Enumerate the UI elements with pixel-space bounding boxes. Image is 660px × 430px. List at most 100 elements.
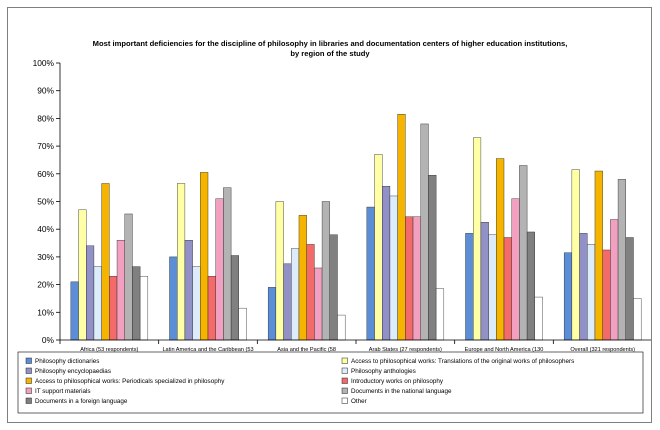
- bar: [488, 234, 497, 341]
- y-tick-label: 70%: [37, 141, 54, 151]
- bar: [382, 186, 391, 341]
- legend-swatch: [341, 397, 348, 404]
- bar: [625, 237, 634, 341]
- chart-title: Most important deficiencies for the disc…: [93, 39, 568, 48]
- bar-chart: Most important deficiencies for the disc…: [17, 39, 651, 414]
- bar: [139, 276, 149, 341]
- bar: [633, 298, 642, 341]
- y-axis: 0% 10% 20% 30% 40% 50% 60% 70% 80% 90% 100%: [33, 58, 61, 345]
- bar: [534, 296, 543, 341]
- bar: [283, 263, 292, 341]
- bar: [526, 231, 535, 341]
- bar: [412, 216, 421, 341]
- bar: [306, 244, 315, 341]
- legend-swatch: [25, 397, 32, 404]
- bar: [503, 237, 512, 341]
- legend: Philosophy dictionaries Access to philoso…: [17, 351, 644, 414]
- x-category-label: Africa (53 respondents): [80, 347, 138, 353]
- bar: [78, 209, 87, 341]
- bar: [298, 215, 307, 341]
- legend-label: Philosophy anthologies: [351, 368, 416, 375]
- bar: [563, 252, 573, 341]
- bar: [465, 233, 474, 341]
- bar: [321, 201, 330, 341]
- y-tick-label: 90%: [37, 86, 54, 96]
- bar: [207, 276, 216, 341]
- bar: [571, 169, 580, 341]
- bar: [473, 137, 482, 341]
- bar: [511, 198, 520, 341]
- bar: [314, 267, 323, 341]
- bar: [435, 288, 445, 341]
- legend-label: Access to philosophical works: Translati…: [351, 358, 574, 365]
- bar: [602, 249, 611, 341]
- bar: [420, 123, 429, 341]
- bar: [215, 198, 224, 341]
- legend-box: [17, 351, 644, 414]
- bar: [169, 256, 178, 341]
- y-tick-label: 60%: [37, 169, 54, 179]
- bar: [337, 314, 346, 341]
- bar: [480, 222, 489, 341]
- y-tick-label: 10%: [37, 307, 54, 317]
- bar: [93, 266, 102, 341]
- x-category-label: Latin America and the Caribbean (53: [162, 347, 253, 353]
- x-category-label: Overall (321 respondents): [570, 347, 635, 353]
- bar: [329, 234, 338, 341]
- x-category-label: Europe and North America (130: [465, 347, 544, 353]
- bar: [109, 276, 118, 341]
- y-tick-label: 0%: [42, 335, 55, 345]
- y-tick-label: 100%: [33, 58, 55, 68]
- bar: [366, 206, 375, 341]
- bar: [101, 183, 110, 341]
- bar: [132, 266, 141, 341]
- bar: [267, 287, 277, 341]
- bar: [519, 165, 528, 341]
- y-tick-label: 20%: [37, 280, 54, 290]
- legend-swatch: [341, 387, 348, 394]
- bar: [496, 158, 505, 341]
- legend-label: Documents in a foreign language: [35, 398, 128, 405]
- legend-label: Introductory works on philosophy: [351, 378, 444, 385]
- bar: [86, 245, 95, 341]
- bar: [238, 307, 247, 341]
- x-category-label: Asia and the Pacific (58: [277, 347, 336, 353]
- bar: [192, 266, 201, 341]
- y-tick-label: 40%: [37, 224, 54, 234]
- bar: [275, 201, 284, 341]
- bar: [124, 213, 133, 341]
- chart-frame: Most important deficiencies for the disc…: [7, 7, 652, 423]
- bar: [617, 179, 626, 341]
- bars: [70, 114, 642, 341]
- bar: [594, 170, 603, 341]
- x-category-label: Arab States (27 respondents): [369, 347, 442, 353]
- legend-label: Access to philosophical works: Periodica…: [35, 378, 225, 385]
- bar: [200, 172, 209, 341]
- bar: [184, 240, 193, 341]
- legend-swatch: [341, 357, 348, 364]
- legend-label: Philosophy encyclopaedias: [35, 368, 111, 375]
- legend-swatch: [25, 387, 32, 394]
- legend-swatch: [341, 377, 348, 384]
- y-tick-label: 50%: [37, 197, 54, 207]
- legend-label: Other: [351, 398, 367, 405]
- legend-label: Philosophy dictionaries: [35, 358, 99, 365]
- bar: [610, 219, 619, 341]
- legend-label: IT support materials: [35, 388, 91, 395]
- bar: [405, 216, 414, 341]
- bar: [374, 154, 383, 341]
- legend-swatch: [341, 367, 348, 374]
- chart-subtitle: by region of the study: [290, 49, 370, 58]
- bar: [397, 114, 406, 341]
- bar: [116, 240, 125, 341]
- bar: [70, 281, 79, 341]
- bar: [230, 255, 240, 341]
- legend-label: Documents in the national language: [351, 388, 452, 395]
- y-tick-label: 30%: [37, 252, 54, 262]
- bar: [587, 244, 596, 341]
- bar: [291, 248, 300, 341]
- legend-swatch: [25, 377, 32, 384]
- bar: [579, 233, 588, 341]
- bar: [223, 187, 232, 341]
- bar: [176, 183, 186, 341]
